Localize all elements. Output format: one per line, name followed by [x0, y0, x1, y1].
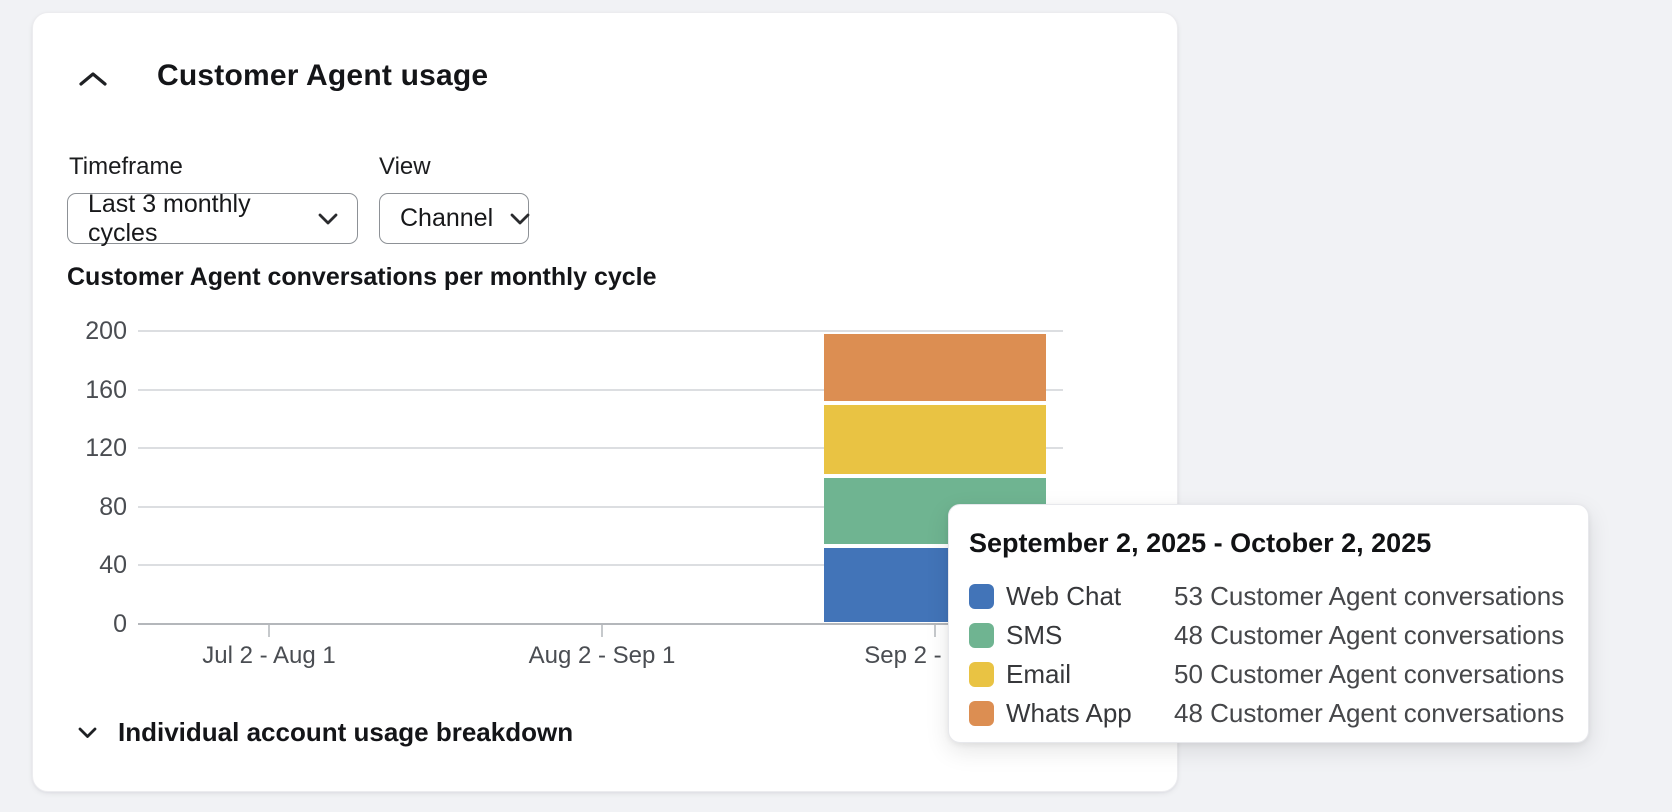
x-tick [934, 624, 936, 637]
tooltip-series-value: 48 Customer Agent conversations [1174, 698, 1565, 728]
plot-area: Jul 2 - Aug 1 Aug 2 - Sep 1 Sep 2 - Oct 2 [138, 330, 1063, 669]
tooltip-series-label: Web Chat [1006, 581, 1122, 611]
chevron-down-icon [317, 212, 339, 226]
tooltip-series-label: Whats App [1006, 698, 1132, 728]
y-axis-labels: 0 40 80 120 160 200 [33, 317, 127, 638]
gridline-y-40 [138, 564, 1063, 567]
legend-swatch-icon [969, 701, 994, 726]
y-tick-label: 200 [85, 317, 127, 345]
tooltip-series-value: 50 Customer Agent conversations [1174, 659, 1565, 689]
y-tick-label: 120 [85, 434, 127, 463]
individual-breakdown-toggle[interactable]: Individual account usage breakdown [78, 717, 573, 748]
tooltip-row: Email 50 Customer Agent conversations [969, 655, 1568, 694]
gridline-y-0 [138, 622, 1063, 625]
x-tick-label: Aug 2 - Sep 1 [528, 642, 676, 669]
chevron-down-icon [78, 727, 97, 739]
bar-segment-email[interactable] [824, 404, 1046, 475]
chevron-down-icon [509, 212, 531, 226]
timeframe-select-value: Last 3 monthly cycles [88, 189, 251, 247]
usage-card: Customer Agent usage Timeframe Last 3 mo… [32, 12, 1178, 792]
tooltip-rows: Web Chat 53 Customer Agent conversations S… [969, 577, 1568, 733]
tooltip-row: SMS 48 Customer Agent conversations [969, 616, 1568, 655]
page-title: Customer Agent usage [157, 59, 489, 92]
legend-swatch-icon [969, 584, 994, 609]
view-label: View [379, 153, 431, 180]
gridline-y-200 [138, 330, 1063, 332]
view-select-value: Channel [400, 204, 494, 232]
tooltip-row: Web Chat 53 Customer Agent conversations [969, 577, 1568, 616]
timeframe-select[interactable]: Last 3 monthly cycles [67, 190, 358, 247]
tooltip-date-range: September 2, 2025 - October 2, 2025 [969, 528, 1432, 558]
x-tick [601, 624, 603, 637]
x-tick [268, 624, 270, 637]
tooltip-series-value: 48 Customer Agent conversations [1174, 620, 1565, 650]
timeframe-label: Timeframe [69, 153, 183, 180]
y-tick-label: 160 [85, 375, 127, 404]
tooltip-series-value: 53 Customer Agent conversations [1174, 581, 1565, 611]
gridline-y-80 [138, 505, 1063, 508]
x-tick-label: Jul 2 - Aug 1 [202, 642, 336, 669]
bar-segment-whats-app[interactable] [824, 334, 1046, 401]
individual-breakdown-label: Individual account usage breakdown [118, 717, 574, 747]
tooltip-row: Whats App 48 Customer Agent conversations [969, 694, 1568, 733]
chart-title: Customer Agent conversations per monthly… [67, 263, 657, 291]
gridline-y-120 [138, 447, 1063, 450]
view-select[interactable]: Channel [379, 193, 531, 244]
chart-tooltip: September 2, 2025 - October 2, 2025 Web … [948, 504, 1589, 743]
y-tick-label: 80 [99, 492, 127, 521]
tooltip-series-label: SMS [1006, 620, 1063, 650]
legend-swatch-icon [969, 623, 994, 648]
tooltip-series-label: Email [1006, 659, 1072, 689]
legend-swatch-icon [969, 662, 994, 687]
chevron-up-icon [78, 70, 108, 88]
y-tick-label: 0 [113, 610, 127, 638]
gridline-y-160 [138, 388, 1063, 391]
y-tick-label: 40 [99, 551, 127, 580]
collapse-section-button[interactable] [78, 61, 122, 97]
